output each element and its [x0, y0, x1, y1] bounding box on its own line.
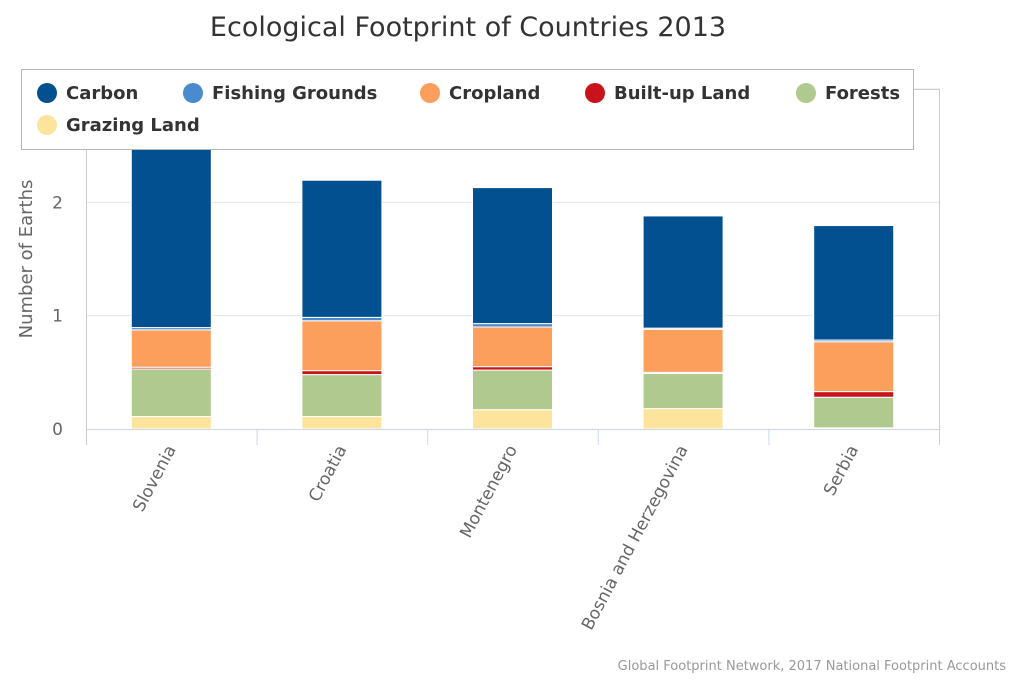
bar-stacks	[130, 116, 895, 430]
bar-stack-montenegro	[472, 187, 553, 430]
bar-segment-montenegro-forests[interactable]	[472, 369, 553, 411]
fishing-grounds-legend-dot-icon	[183, 83, 203, 103]
credits-link[interactable]: Global Footprint Network, 2017 National …	[617, 659, 1006, 674]
x-tick-label: Serbia	[820, 442, 863, 499]
bar-segment-bosnia-and-herzegovina-cropland[interactable]	[642, 328, 724, 373]
legend-item-carbon[interactable]: Carbon	[37, 81, 138, 105]
x-tick-label: Montenegro	[456, 442, 522, 541]
legend-item-forests[interactable]: Forests	[796, 81, 900, 105]
bar-segment-montenegro-grazing-land[interactable]	[472, 409, 553, 430]
legend-item-fishing-grounds[interactable]: Fishing Grounds	[183, 81, 377, 105]
bar-segment-croatia-fishing-grounds[interactable]	[301, 316, 383, 322]
y-axis-title: Number of Earths	[16, 180, 37, 339]
bar-segment-slovenia-grazing-land[interactable]	[130, 416, 212, 430]
legend-item-grazing-land[interactable]: Grazing Land	[37, 113, 200, 137]
y-tick-label: 2	[52, 193, 63, 213]
x-tick-label: Croatia	[305, 442, 351, 505]
bar-segment-serbia-built-up-land[interactable]	[813, 391, 895, 398]
bar-segment-montenegro-cropland[interactable]	[472, 326, 553, 368]
built-up-land-legend-dot-icon	[585, 83, 605, 103]
bar-segment-montenegro-carbon[interactable]	[472, 187, 553, 325]
bar-segment-bosnia-and-herzegovina-grazing-land[interactable]	[642, 408, 724, 430]
bar-segment-croatia-forests[interactable]	[301, 374, 383, 418]
bar-segment-croatia-built-up-land[interactable]	[301, 370, 383, 376]
bar-segment-slovenia-forests[interactable]	[130, 368, 212, 418]
y-tick-label: 1	[52, 307, 63, 327]
bar-segment-serbia-forests[interactable]	[813, 396, 895, 429]
x-tick-labels: Slovenia Croatia Montenegro Bosnia and Herz…	[129, 442, 863, 634]
y-tick-label: 0	[52, 420, 63, 440]
bar-segment-montenegro-built-up-land[interactable]	[472, 366, 553, 371]
legend-label: Forests	[825, 82, 901, 104]
bar-stack-croatia	[301, 179, 383, 430]
legend: Carbon Fishing Grounds Cropland Built-up…	[21, 69, 914, 150]
carbon-legend-dot-icon	[37, 83, 57, 103]
legend-label: Cropland	[449, 82, 541, 104]
legend-label: Built-up Land	[614, 82, 751, 104]
bar-stack-slovenia	[130, 116, 212, 430]
legend-item-cropland[interactable]: Cropland	[420, 81, 540, 105]
legend-label: Carbon	[66, 82, 139, 104]
bar-segment-montenegro-fishing-grounds[interactable]	[472, 323, 553, 328]
bar-stack-serbia	[813, 225, 895, 430]
bar-segment-serbia-cropland[interactable]	[813, 341, 895, 393]
bar-segment-croatia-grazing-land[interactable]	[301, 416, 383, 430]
chart-title: Ecological Footprint of Countries 2013	[209, 12, 727, 43]
x-tick-label: Slovenia	[129, 442, 181, 515]
bar-segment-croatia-cropland[interactable]	[301, 320, 383, 372]
bar-segment-bosnia-and-herzegovina-carbon[interactable]	[642, 215, 724, 329]
bar-segment-bosnia-and-herzegovina-forests[interactable]	[642, 372, 724, 410]
legend-item-built-up-land[interactable]: Built-up Land	[585, 81, 750, 105]
x-tick-label: Bosnia and Herzegovina	[578, 442, 693, 634]
grazing-land-legend-dot-icon	[37, 115, 57, 135]
bar-segment-slovenia-cropland[interactable]	[130, 329, 212, 368]
bar-segment-serbia-carbon[interactable]	[813, 225, 895, 341]
legend-label: Fishing Grounds	[212, 82, 378, 104]
bar-segment-croatia-carbon[interactable]	[301, 179, 383, 318]
cropland-legend-dot-icon	[420, 83, 440, 103]
bar-stack-bosnia-and-herzegovina	[642, 215, 724, 430]
forests-legend-dot-icon	[796, 83, 816, 103]
legend-label: Grazing Land	[66, 114, 200, 136]
